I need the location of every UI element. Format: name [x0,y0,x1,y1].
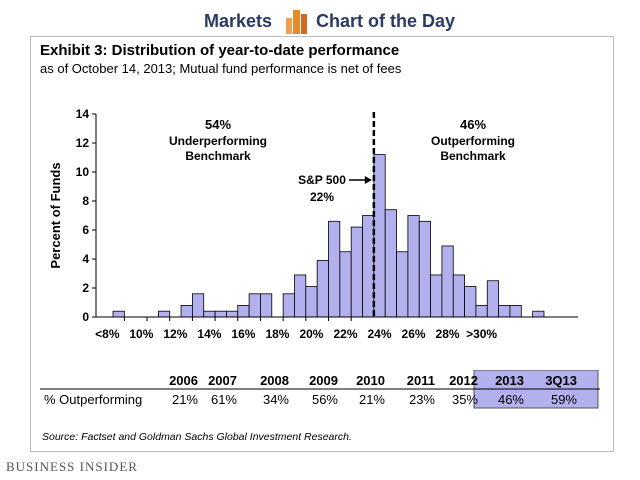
annotation-sp500-value: 22% [310,190,334,204]
annotation-left-line1: Underperforming [169,134,267,148]
histogram-bar [373,154,386,318]
histogram-bar [532,310,545,318]
histogram-bar [430,274,443,318]
table-year-header: 2006 [169,373,198,388]
y-tick-label: 8 [82,194,89,208]
x-tick-label: 20% [299,327,323,341]
y-axis-label: Percent of Funds [48,162,63,268]
y-tick-label: 12 [76,136,90,150]
chart-logo-icon [286,10,307,34]
table-year-header: 2007 [208,373,237,388]
histogram-bar [328,220,341,318]
x-tick-label: 28% [436,327,460,341]
table-value-cell: 21% [359,392,385,407]
histogram-bar [452,274,465,318]
header-chart-of-day-label: Chart of the Day [316,11,456,31]
histogram-bar [282,293,295,318]
exhibit-title: Exhibit 3: Distribution of year-to-date … [40,42,400,59]
table-value-cell: 21% [172,392,198,407]
y-tick-label: 4 [82,252,89,266]
table-year-header: 2010 [356,373,385,388]
table-value-cell: 23% [409,392,435,407]
x-tick-label: 16% [231,327,255,341]
y-tick-label: 2 [82,281,89,295]
histogram-bar [203,310,216,318]
y-tick-label: 10 [76,165,90,179]
histogram-bar [396,251,409,318]
histogram-bar [305,286,318,318]
table-value-cell: 34% [263,392,289,407]
table-row-label: % Outperforming [44,392,142,407]
x-tick-label: <8% [95,327,120,341]
annotation-left-line2: Benchmark [185,149,251,163]
histogram-bar [350,226,363,318]
histogram-bar [260,293,273,318]
x-tick-label: 10% [129,327,153,341]
table-year-header: 2008 [260,373,289,388]
annotation-right-percent: 46% [460,117,486,132]
table-value-cell: 61% [211,392,237,407]
histogram-bar [475,304,488,318]
performance-table: % Outperforming 2006 21% 2007 61% 2008 34% 2009… [40,370,600,409]
table-year-header: 2011 [407,373,435,388]
annotation-right-line1: Outperforming [431,134,515,148]
histogram-bar [498,304,511,318]
histogram-bar [214,310,227,318]
business-insider-logo: BUSINESS INSIDER [6,459,138,474]
histogram-bar [486,280,500,318]
x-tick-label: >30% [466,327,497,341]
annotation-right-line2: Benchmark [440,149,506,163]
y-tick-label: 0 [82,310,89,324]
histogram-bar [464,286,477,318]
histogram-bar [180,304,193,318]
x-tick-label: 24% [368,327,392,341]
histogram-bar [441,245,454,318]
histogram-bar [237,304,250,318]
histogram-bar [157,310,171,318]
histogram-bar [248,293,261,318]
table-year-header: 3Q13 [545,373,577,388]
table-value-cell: 56% [312,392,338,407]
table-value-cell: 46% [498,392,524,407]
exhibit-subtitle: as of October 14, 2013; Mutual fund perf… [40,61,402,76]
histogram-bar [509,304,522,318]
table-year-header: 2013 [495,373,524,388]
histogram-bar [384,209,397,318]
y-tick-label: 6 [82,223,89,237]
histogram-bar [226,310,239,318]
sp500-arrow-head [364,176,372,184]
source-note: Source: Factset and Goldman Sachs Global… [42,431,352,443]
x-tick-label: 18% [265,327,289,341]
histogram-bar [418,220,431,318]
annotation-sp500-label: S&P 500 [298,173,346,187]
x-tick-label: 14% [197,327,221,341]
x-tick-label: 26% [402,327,426,341]
y-tick-label: 14 [76,107,90,121]
annotation-left-percent: 54% [205,117,231,132]
x-tick-label: 22% [333,327,357,341]
header-markets-label: Markets [203,11,272,31]
table-value-cell: 59% [551,392,577,407]
table-year-header: 2012 [449,373,478,388]
x-tick-label: 12% [163,327,187,341]
histogram-bar [339,251,352,318]
table-year-header: 2009 [309,373,338,388]
header: Markets Chart of the Day [0,8,640,34]
histogram-bar [362,215,375,318]
histogram-bar [407,215,420,318]
histogram-bar [294,274,307,318]
histogram-bar [316,260,329,318]
histogram-bar [112,310,125,318]
table-value-cell: 35% [452,392,478,407]
histogram-bar [191,293,205,318]
